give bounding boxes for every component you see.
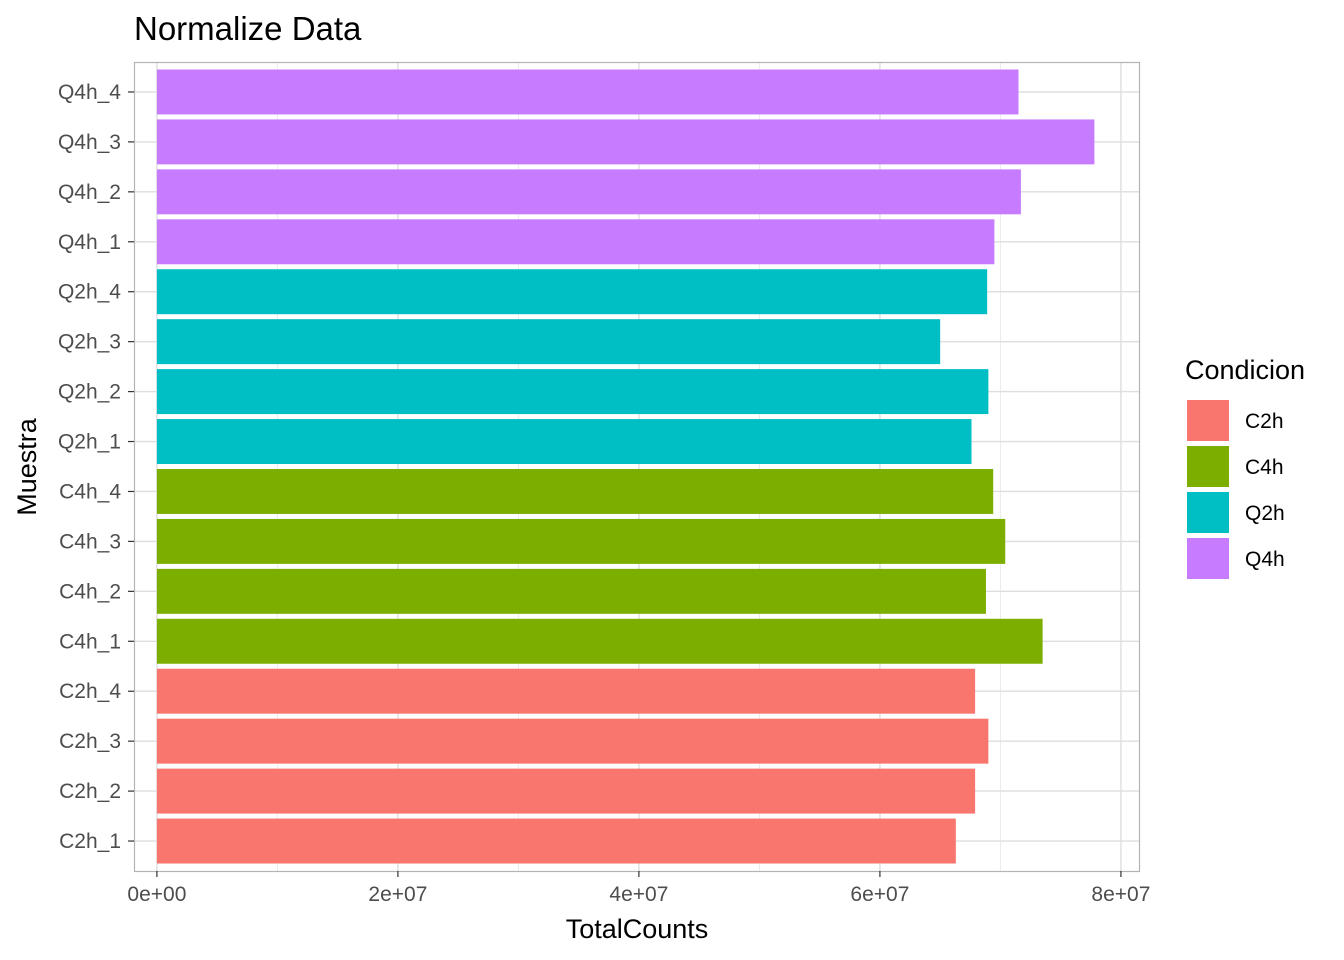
bar-Q4h_3	[156, 119, 1095, 165]
y-tick-label: Q2h_3	[58, 331, 121, 354]
legend-label-Q4h: Q4h	[1245, 548, 1285, 571]
bar-Q2h_2	[156, 369, 989, 415]
legend-key-Q4h	[1187, 538, 1229, 579]
x-axis: 0e+00 2e+07 4e+07 6e+07 8e+07	[127, 871, 1150, 906]
y-tick-label: C4h_1	[59, 630, 121, 653]
legend-items: C2h C4h Q2h Q4h	[1187, 400, 1285, 579]
bar-C4h_2	[156, 568, 986, 614]
x-tick-label: 6e+07	[850, 883, 909, 906]
bar-Q2h_3	[156, 319, 941, 365]
legend-label-C2h: C2h	[1245, 410, 1284, 433]
bar-Q4h_1	[156, 219, 995, 265]
bar-C2h_1	[156, 818, 956, 864]
y-tick-label: C4h_2	[59, 580, 121, 603]
legend-key-C4h	[1187, 446, 1229, 487]
y-tick-label: C4h_3	[59, 530, 121, 553]
y-tick-label: Q4h_2	[58, 181, 121, 204]
bar-C2h_2	[156, 768, 976, 814]
legend-label-C4h: C4h	[1245, 456, 1284, 479]
y-axis-title: Muestra	[12, 417, 42, 516]
x-tick-label: 2e+07	[368, 883, 427, 906]
y-tick-label: C4h_4	[59, 480, 121, 503]
bar-Q4h_4	[156, 69, 1019, 115]
chart-title: Normalize Data	[134, 10, 362, 47]
y-tick-label: Q4h_1	[58, 231, 121, 254]
legend-key-Q2h	[1187, 492, 1229, 533]
bar-C2h_3	[156, 718, 989, 764]
bar-C2h_4	[156, 668, 976, 714]
legend-key-C2h	[1187, 400, 1229, 441]
plot-panel-border	[133, 61, 1141, 873]
x-tick-label: 8e+07	[1091, 883, 1150, 906]
y-tick-label: Q2h_2	[58, 381, 121, 404]
legend: Condicion C2h C4h Q2h Q4h	[1185, 355, 1305, 579]
y-tick-label: C2h_4	[59, 680, 121, 703]
legend-label-Q2h: Q2h	[1245, 502, 1285, 525]
y-tick-label: Q4h_4	[58, 81, 121, 104]
y-tick-label: Q4h_3	[58, 131, 121, 154]
bar-C4h_3	[156, 518, 1006, 564]
bar-Q2h_1	[156, 419, 972, 465]
x-axis-title: TotalCounts	[566, 914, 709, 944]
bars	[156, 69, 1095, 864]
x-tick-label: 0e+00	[127, 883, 186, 906]
bar-C4h_4	[156, 468, 994, 514]
y-tick-label: C2h_1	[59, 830, 121, 853]
bar-Q4h_2	[156, 169, 1021, 215]
x-tick-label: 4e+07	[609, 883, 668, 906]
bar-Q2h_4	[156, 269, 988, 315]
y-tick-label: C2h_2	[59, 780, 121, 803]
y-tick-label: C2h_3	[59, 730, 121, 753]
y-tick-label: Q2h_4	[58, 281, 121, 304]
legend-title: Condicion	[1185, 355, 1305, 385]
y-axis: C2h_1 C2h_2 C2h_3 C2h_4 C4h_1 C4h_2 C4h_3 C4h_4…	[58, 81, 134, 853]
y-tick-label: Q2h_1	[58, 431, 121, 454]
bar-C4h_1	[156, 618, 1043, 664]
